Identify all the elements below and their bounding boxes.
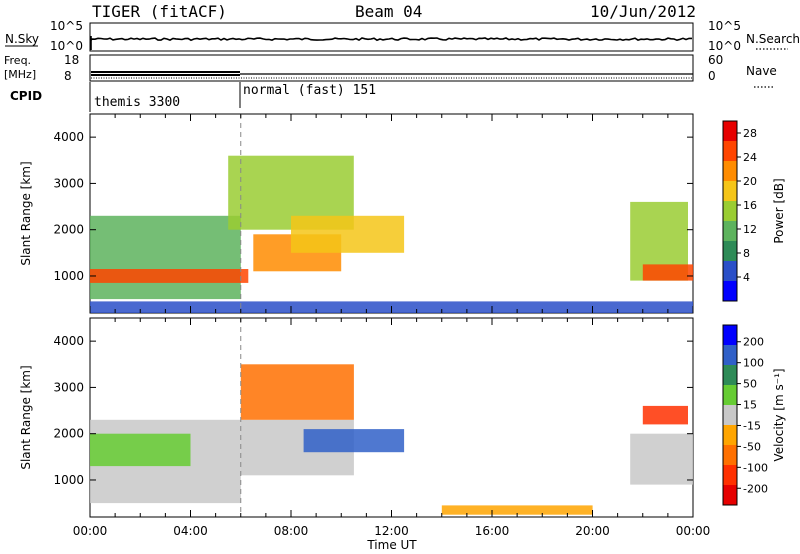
y-tick-label: 2000 <box>53 223 84 237</box>
colorbar-tick-label: 50 <box>743 378 757 391</box>
scatter-region-4 <box>303 429 405 453</box>
colorbar-tick-label: 28 <box>743 127 757 140</box>
colorbar-tick-label: 16 <box>743 199 757 212</box>
colorbar-segment <box>723 141 737 162</box>
x-tick-label: 08:00 <box>274 524 309 538</box>
colorbar-segment <box>723 121 737 142</box>
x-tick-labels: 00:00 04:00 08:00 12:00 16:00 20:00 00:00 <box>73 524 711 538</box>
nave-tick-top: 60 <box>708 53 723 67</box>
scatter-region-6 <box>642 405 688 425</box>
y-tick-label: 4000 <box>53 130 84 144</box>
colorbar-frame <box>722 324 738 506</box>
freq-panel-frame <box>89 54 694 82</box>
scatter-region-4 <box>291 215 405 253</box>
x-tick-label: 00:00 <box>73 524 108 538</box>
scatter-region-1 <box>90 269 249 283</box>
scatter-region-0 <box>90 215 241 300</box>
colorbar-tick-label: 4 <box>743 271 750 284</box>
cpid-mode-normal: normal (fast) 151 <box>243 83 376 98</box>
x-tick-label: 12:00 <box>374 524 409 538</box>
freq-label: Freq. <box>4 54 31 67</box>
colorbar-segment <box>723 221 737 242</box>
y-tick-label: 3000 <box>53 380 84 394</box>
colorbar-frame <box>722 120 738 302</box>
date-title: 10/Jun/2012 <box>590 2 696 21</box>
colorbar-tick-label: -200 <box>743 482 768 495</box>
nsky-label: N.Sky <box>5 32 39 46</box>
colorbar-segment <box>723 445 737 466</box>
colorbar-label: Velocity [m s⁻¹] <box>772 368 786 461</box>
x-tick-label: 16:00 <box>475 524 510 538</box>
colorbar-segment <box>723 181 737 202</box>
nsky-trace-line <box>90 37 692 42</box>
y-tick-label: 2000 <box>53 427 84 441</box>
scatter-region-6 <box>642 264 694 281</box>
cpid-mode-themis: themis 3300 <box>94 95 180 110</box>
nsearch-tick-bottom: 10^0 <box>708 39 741 53</box>
colorbar-segment <box>723 325 737 346</box>
x-tick-label: 04:00 <box>173 524 208 538</box>
colorbar-segment <box>723 345 737 366</box>
y-tick-label: 1000 <box>53 269 84 283</box>
y-axis-label: Slant Range [km] <box>19 161 33 265</box>
colorbar-segment <box>723 365 737 386</box>
colorbar-tick-label: 100 <box>743 357 764 370</box>
colorbar-tick-label: 12 <box>743 223 757 236</box>
colorbar-segment <box>723 465 737 486</box>
freq-unit: [MHz] <box>4 68 36 81</box>
nsky-panel-frame <box>89 22 694 52</box>
colorbar-segment <box>723 385 737 406</box>
colorbar-segment <box>723 485 737 506</box>
freq-tick-top: 18 <box>64 53 79 67</box>
x-axis-label: Time UT <box>366 538 417 552</box>
freq-tick-bottom: 8 <box>64 69 72 83</box>
colorbar-label: Power [dB] <box>772 178 786 243</box>
nave-label: Nave <box>746 64 777 78</box>
colorbar-segment <box>723 161 737 182</box>
colorbar-tick-label: -100 <box>743 461 768 474</box>
scatter-region-5 <box>630 433 693 485</box>
nsky-tick-bottom: 10^0 <box>50 39 83 53</box>
colorbar-tick-label: 24 <box>743 151 757 164</box>
colorbar-tick-label: 20 <box>743 175 757 188</box>
colorbar-segment <box>723 425 737 446</box>
y-tick-label: 3000 <box>53 176 84 190</box>
x-tick-label: 00:00 <box>676 524 711 538</box>
nsearch-label: N.Search <box>746 32 800 46</box>
colorbar-tick-label: 200 <box>743 336 764 349</box>
colorbar-tick-label: -50 <box>743 440 761 453</box>
colorbar-segment <box>723 405 737 426</box>
nave-tick-bottom: 0 <box>708 69 716 83</box>
colorbar-tick-label: 8 <box>743 247 750 260</box>
radar-title: TIGER (fitACF) <box>92 2 227 21</box>
scatter-region-3 <box>240 364 354 420</box>
power-panel: 1000 2000 3000 4000 Slant Range [km] 4 8 12 16 20… <box>19 113 786 314</box>
nsearch-tick-top: 10^5 <box>708 19 741 33</box>
colorbar-tick-label: 15 <box>743 399 757 412</box>
x-tick-label: 20:00 <box>575 524 610 538</box>
scatter-region-1 <box>90 433 191 467</box>
colorbar-segment <box>723 201 737 222</box>
beam-title: Beam 04 <box>355 2 422 21</box>
y-tick-label: 1000 <box>53 473 84 487</box>
colorbar-segment <box>723 261 737 282</box>
scatter-region-7 <box>441 505 593 515</box>
velocity-panel: 1000 2000 3000 4000 Slant Range [km] 200 100 50… <box>19 317 786 518</box>
nsky-tick-top: 10^5 <box>50 19 83 33</box>
y-tick-label: 4000 <box>53 334 84 348</box>
colorbar-segment <box>723 241 737 262</box>
colorbar-tick-label: -15 <box>743 419 761 432</box>
colorbar-segment <box>723 281 737 302</box>
cpid-label: CPID <box>10 89 42 103</box>
y-axis-label: Slant Range [km] <box>19 365 33 469</box>
